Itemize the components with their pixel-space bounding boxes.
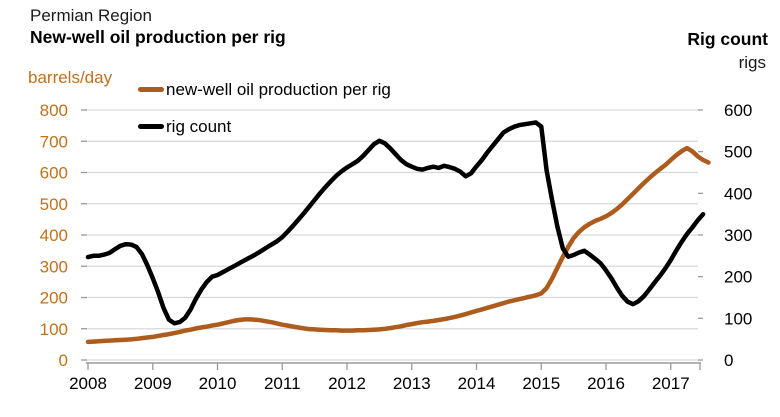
- x-axis-tick-label: 2009: [134, 374, 172, 393]
- right-axis-title: Rig count: [687, 29, 768, 49]
- chart-title: New-well oil production per rig: [30, 27, 286, 47]
- legend-item-production: new-well oil production per rig: [138, 80, 391, 99]
- right-axis-tick-label: 600: [724, 101, 752, 120]
- x-axis-tick-label: 2010: [199, 374, 237, 393]
- left-axis-tick-label: 400: [40, 226, 68, 245]
- left-axis-tick-label: 800: [40, 101, 68, 120]
- left-axis-tick-label: 700: [40, 132, 68, 151]
- x-axis-tick-label: 2014: [458, 374, 496, 393]
- right-axis-tick-label: 300: [724, 226, 752, 245]
- rig-count-line: [85, 120, 706, 326]
- chart-region-label: Permian Region: [30, 6, 152, 25]
- right-axis-unit-label: rigs: [738, 53, 766, 72]
- right-axis-tick-label: 0: [724, 351, 733, 370]
- right-axis-tick-label: 400: [724, 184, 752, 203]
- left-axis-tick-label: 0: [59, 351, 68, 370]
- production-per-rig-line: [85, 145, 711, 345]
- left-axis-unit-label: barrels/day: [28, 68, 113, 87]
- left-axis-tick-label: 200: [40, 289, 68, 308]
- left-axis-tick-label: 600: [40, 164, 68, 183]
- legend-label-rig-count: rig count: [166, 117, 232, 136]
- legend-swatch-production-line: [138, 87, 164, 92]
- right-axis-tick-label: 200: [724, 268, 752, 287]
- x-axis-tick-label: 2011: [264, 374, 301, 393]
- left-axis-tick-label: 100: [40, 320, 68, 339]
- x-axis-tick-label: 2015: [522, 374, 560, 393]
- legend-label-production: new-well oil production per rig: [166, 80, 391, 99]
- x-axis-tick-label: 2008: [69, 374, 107, 393]
- right-axis-tick-label: 500: [724, 143, 752, 162]
- legend-item-rig-count: rig count: [138, 117, 391, 136]
- left-axis-tick-label: 500: [40, 195, 68, 214]
- right-axis-tick-label: 100: [724, 309, 752, 328]
- x-axis-tick-label: 2016: [587, 374, 625, 393]
- x-axis-tick-label: 2017: [652, 374, 690, 393]
- legend-swatch-rig-line: [138, 124, 164, 129]
- x-axis-tick-label: 2013: [393, 374, 431, 393]
- x-axis-tick-label: 2012: [328, 374, 366, 393]
- left-axis-tick-label: 300: [40, 257, 68, 276]
- chart-legend: new-well oil production per rig rig coun…: [138, 80, 391, 154]
